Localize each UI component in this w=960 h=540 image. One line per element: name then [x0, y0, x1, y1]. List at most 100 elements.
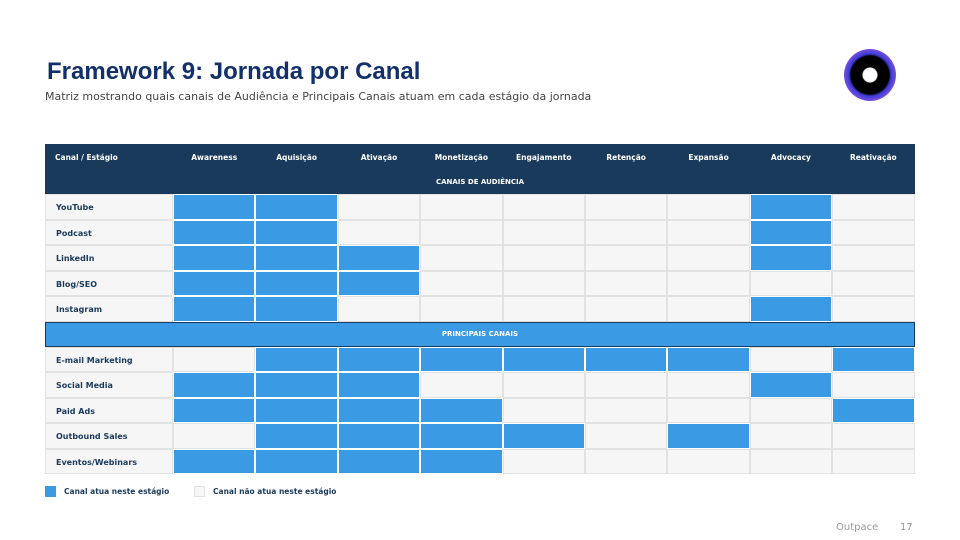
page-title: Framework 9: Jornada por Canal	[47, 58, 421, 85]
cell-inactive	[584, 448, 668, 474]
table-row: Blog/SEO	[45, 270, 915, 296]
channel-label: Social Media	[45, 372, 173, 398]
stage-header: Monetização	[434, 152, 489, 162]
cell-inactive	[584, 296, 668, 322]
stage-header: Advocacy	[770, 152, 811, 162]
table-row: Eventos/Webinars	[45, 448, 915, 474]
cell-active	[502, 423, 585, 449]
table-row: LinkedIn	[45, 245, 915, 271]
cell-active	[749, 296, 833, 322]
cell-inactive	[173, 423, 256, 449]
legend-inactive: Canal não atua neste estágio	[194, 486, 336, 497]
cell-inactive	[832, 194, 915, 220]
cell-active	[337, 448, 421, 474]
cell-inactive	[832, 219, 915, 245]
channel-label: Instagram	[45, 296, 173, 322]
table-row: Podcast	[45, 219, 915, 245]
cell-inactive	[584, 423, 668, 449]
cell-active	[337, 346, 421, 372]
cell-active	[255, 270, 338, 296]
cell-active	[337, 423, 421, 449]
cell-inactive	[420, 296, 503, 322]
channel-label: Eventos/Webinars	[45, 448, 173, 474]
cell-inactive	[584, 372, 668, 398]
cell-active	[173, 219, 256, 245]
cell-active	[337, 397, 421, 423]
cell-inactive	[749, 346, 833, 372]
cell-active	[749, 194, 833, 220]
channel-label: Podcast	[45, 219, 173, 245]
cell-inactive	[173, 346, 256, 372]
inactive-swatch	[194, 486, 205, 497]
cell-inactive	[832, 270, 915, 296]
cell-active	[173, 194, 256, 220]
cell-active	[255, 397, 338, 423]
stage-header: Awareness	[191, 152, 238, 162]
cell-inactive	[584, 219, 668, 245]
cell-inactive	[502, 448, 585, 474]
stage-header: Expansão	[688, 152, 729, 162]
cell-inactive	[502, 219, 585, 245]
cell-inactive	[667, 296, 750, 322]
cell-inactive	[502, 270, 585, 296]
cell-inactive	[420, 270, 503, 296]
cell-active	[667, 423, 750, 449]
cell-active	[173, 448, 256, 474]
cell-active	[749, 219, 833, 245]
cell-active	[255, 296, 338, 322]
cell-active	[832, 346, 915, 372]
cell-active	[255, 194, 338, 220]
cell-inactive	[832, 245, 915, 271]
cell-inactive	[667, 270, 750, 296]
cell-inactive	[420, 194, 503, 220]
cell-inactive	[502, 397, 585, 423]
cell-inactive	[502, 372, 585, 398]
cell-inactive	[337, 219, 421, 245]
cell-inactive	[584, 270, 668, 296]
cell-active	[173, 270, 256, 296]
table-row: Social Media	[45, 372, 915, 398]
stage-header: Engajamento	[516, 152, 572, 162]
legend-active-label: Canal atua neste estágio	[64, 487, 170, 496]
channel-label: YouTube	[45, 194, 173, 220]
cell-active	[420, 346, 503, 372]
table-row: E-mail Marketing	[45, 346, 915, 372]
cell-inactive	[667, 372, 750, 398]
cell-inactive	[667, 448, 750, 474]
cell-inactive	[420, 245, 503, 271]
cell-inactive	[832, 423, 915, 449]
table-row: YouTube	[45, 194, 915, 220]
active-swatch	[45, 486, 56, 497]
table-row: Instagram	[45, 296, 915, 322]
cell-active	[832, 397, 915, 423]
cell-active	[173, 372, 256, 398]
cell-inactive	[667, 245, 750, 271]
channel-label: E-mail Marketing	[45, 346, 173, 372]
cell-inactive	[502, 194, 585, 220]
stage-header: Ativação	[360, 152, 398, 162]
cell-active	[420, 448, 503, 474]
cell-active	[255, 372, 338, 398]
cell-active	[420, 423, 503, 449]
cell-inactive	[667, 194, 750, 220]
cell-inactive	[832, 296, 915, 322]
channel-label: Paid Ads	[45, 397, 173, 423]
cell-active	[173, 397, 256, 423]
cell-active	[173, 245, 256, 271]
cell-inactive	[749, 270, 833, 296]
cell-inactive	[584, 194, 668, 220]
logo-icon	[844, 49, 896, 101]
cell-active	[173, 296, 256, 322]
cell-inactive	[832, 448, 915, 474]
footer-brand: Outpace	[836, 522, 879, 533]
stage-header: Retenção	[606, 152, 646, 162]
legend-active: Canal atua neste estágio	[45, 486, 169, 497]
stage-header: Aquisição	[276, 152, 317, 162]
cell-inactive	[749, 448, 833, 474]
page-subtitle: Matriz mostrando quais canais de Audiênc…	[45, 90, 592, 103]
cell-inactive	[502, 296, 585, 322]
section-header-audiencia: CANAIS DE AUDIÊNCIA	[435, 178, 525, 186]
cell-active	[502, 346, 585, 372]
cell-inactive	[420, 219, 503, 245]
journey-matrix: Canal / Estágio Awareness Aquisição Ativaçã…	[45, 144, 915, 474]
